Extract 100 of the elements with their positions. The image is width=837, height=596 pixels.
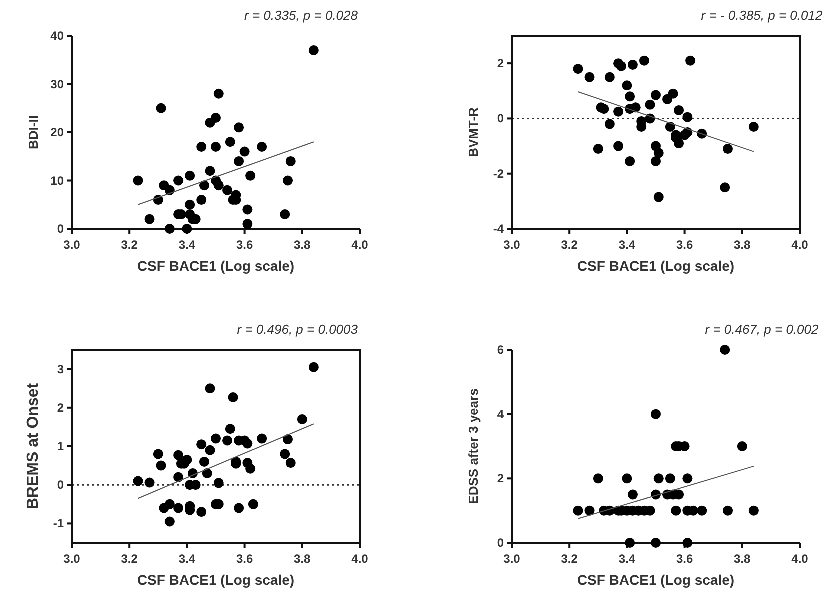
point — [182, 224, 192, 234]
y-tick-label: 20 — [50, 126, 64, 140]
point — [174, 450, 184, 460]
point — [651, 409, 661, 420]
point — [297, 414, 308, 424]
point — [674, 105, 684, 116]
point — [625, 156, 636, 166]
point — [257, 434, 268, 444]
point — [133, 176, 144, 186]
point — [625, 92, 636, 102]
point — [622, 474, 632, 484]
point — [234, 122, 244, 133]
x-tick-label: 3.0 — [64, 552, 81, 566]
point — [604, 72, 615, 82]
point — [654, 474, 664, 484]
point — [199, 456, 210, 467]
point — [182, 455, 192, 466]
point — [639, 56, 650, 66]
point — [234, 503, 244, 514]
point — [593, 144, 604, 154]
point — [671, 506, 682, 516]
point — [240, 146, 250, 157]
point — [668, 88, 678, 99]
point — [651, 538, 661, 548]
point — [242, 219, 253, 230]
point — [665, 474, 676, 484]
point — [242, 204, 253, 215]
point — [222, 185, 233, 196]
point — [156, 460, 166, 471]
point — [748, 506, 759, 516]
x-tick-label: 3.0 — [504, 238, 521, 252]
point — [205, 166, 216, 176]
point — [720, 182, 730, 193]
point — [222, 436, 233, 446]
y-tick-label: 1 — [57, 440, 64, 454]
x-tick-label: 3.4 — [618, 238, 636, 252]
point — [616, 61, 626, 72]
point — [584, 72, 595, 82]
point — [614, 141, 624, 152]
y-tick-label: 0 — [57, 478, 64, 492]
x-tick-label: 3.6 — [676, 238, 694, 252]
point — [625, 538, 636, 548]
text: r = 0.335, p = 0.028 — [244, 8, 359, 23]
point — [308, 362, 319, 372]
y-axis-title: BVMT-R — [466, 106, 481, 158]
point — [286, 156, 296, 166]
point — [174, 503, 184, 514]
point — [196, 440, 207, 450]
point — [211, 142, 221, 152]
x-axis-title: CSF BACE1 (Log scale) — [577, 258, 735, 274]
x-tick-label: 4.0 — [792, 552, 809, 566]
point — [654, 148, 664, 158]
point — [211, 113, 221, 124]
x-tick-label: 3.2 — [121, 552, 138, 566]
y-tick-label: -2 — [493, 166, 504, 181]
point — [645, 100, 656, 110]
y-tick-label: 40 — [50, 29, 64, 43]
point — [144, 478, 155, 488]
point — [153, 449, 164, 460]
point — [628, 60, 638, 70]
point — [164, 224, 175, 234]
point — [573, 506, 584, 516]
y-tick-label: -1 — [53, 516, 64, 531]
text: r = 0.467, p = 0.002 — [705, 322, 820, 337]
point — [156, 103, 166, 114]
x-tick-label: 3.8 — [734, 238, 752, 252]
point — [573, 64, 584, 74]
point — [599, 104, 610, 114]
point — [604, 119, 615, 130]
point — [283, 434, 293, 445]
x-tick-label: 3.0 — [64, 238, 81, 252]
point — [614, 106, 624, 117]
x-tick-label: 4.0 — [352, 552, 369, 566]
x-tick-label: 4.0 — [792, 238, 809, 252]
y-tick-label: 3 — [57, 362, 64, 376]
point — [723, 506, 733, 516]
point — [628, 490, 638, 500]
y-axis-title: BDI-II — [26, 116, 41, 150]
point — [246, 464, 256, 474]
x-tick-label: 3.6 — [236, 238, 254, 252]
x-tick-label: 3.4 — [178, 552, 196, 566]
point — [234, 156, 244, 166]
point — [196, 195, 207, 206]
point — [214, 88, 224, 99]
point — [202, 468, 212, 479]
x-tick-label: 3.2 — [561, 238, 578, 252]
point — [737, 442, 748, 452]
x-tick-label: 3.8 — [734, 552, 752, 566]
y-axis-title: BREMS at Onset — [25, 382, 42, 510]
point — [174, 472, 184, 482]
point — [196, 507, 207, 518]
point — [665, 122, 676, 132]
point — [593, 474, 604, 484]
point — [205, 384, 216, 394]
x-tick-label: 3.4 — [618, 552, 636, 566]
point — [225, 137, 236, 148]
point — [228, 392, 238, 402]
point — [622, 80, 632, 91]
point — [686, 56, 696, 66]
x-tick-label: 3.2 — [561, 552, 578, 566]
